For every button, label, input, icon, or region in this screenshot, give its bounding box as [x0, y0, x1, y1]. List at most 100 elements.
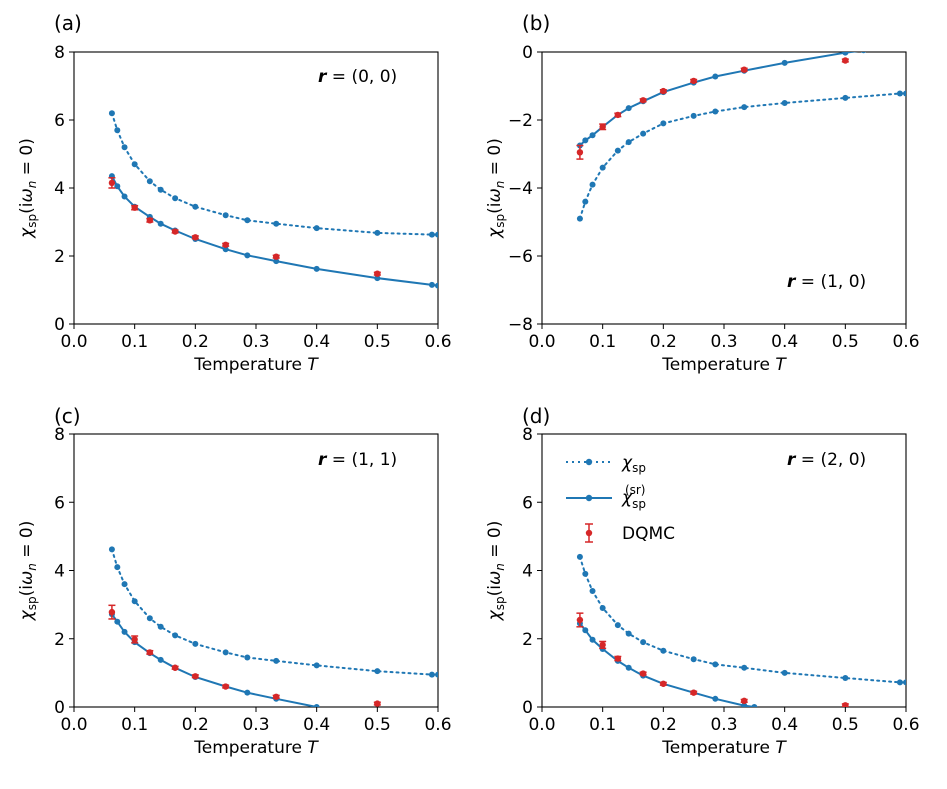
panel-label: (b) — [522, 11, 550, 35]
x-tick-label: 0.4 — [303, 332, 330, 352]
x-tick-label: 0.4 — [771, 715, 798, 735]
chi-sr-point — [313, 704, 320, 707]
chi-sr-point — [435, 282, 438, 289]
chi-sr-point — [374, 275, 381, 282]
chi-sp-point — [374, 229, 381, 236]
y-tick-label: 6 — [54, 111, 65, 131]
chi-sp-point — [582, 198, 589, 205]
plot-area — [108, 110, 438, 289]
x-tick-label: 0.3 — [242, 715, 269, 735]
y-tick-label: −2 — [508, 111, 533, 131]
chi-sr-point — [582, 627, 589, 634]
series-chi-sr-line — [111, 613, 317, 707]
panel-d: (d) r = (2, 0) χsp χsp(sr) DQMC 0.0 0.1 0.… — [485, 404, 920, 758]
axes-frame — [73, 433, 439, 708]
series-chi-sp-line — [578, 92, 906, 220]
chi-sr-point — [781, 59, 788, 66]
x-axis-label: Temperature T — [193, 355, 319, 375]
chi-sp-point — [625, 139, 632, 146]
panel-label: (c) — [54, 404, 81, 428]
x-axis-label: Temperature T — [661, 738, 787, 758]
chi-sp-point — [435, 671, 438, 678]
chi-sp-point — [690, 656, 697, 663]
chi-sr-point — [428, 281, 435, 288]
x-tick-label: 0.0 — [60, 332, 87, 352]
chi-sp-point — [428, 231, 435, 238]
y-tick-label: 4 — [54, 179, 65, 199]
chi-sp-point — [690, 112, 697, 119]
y-tick-label: −4 — [508, 179, 533, 199]
chi-sp-point — [576, 215, 583, 222]
chi-sr-point — [861, 52, 867, 54]
chi-sr-point — [625, 664, 632, 671]
legend-marker-chi-sp — [585, 458, 593, 466]
legend-marker-dqmc — [585, 529, 593, 537]
x-tick-label: 0.6 — [424, 715, 451, 735]
x-tick-label: 0.2 — [182, 715, 209, 735]
chi-sp-point — [222, 649, 229, 656]
chi-sp-point — [660, 647, 667, 654]
chi-sr-point — [244, 252, 251, 259]
x-tick-label: 0.4 — [771, 332, 798, 352]
x-tick-label: 0.0 — [528, 715, 555, 735]
dqmc-point — [639, 670, 647, 677]
chi-sp-point — [146, 615, 153, 622]
r-label: r = (2, 0) — [787, 450, 866, 470]
dqmc-point — [146, 649, 154, 656]
dqmc-point — [108, 177, 116, 189]
plot-area — [576, 553, 906, 707]
dqmc-point — [191, 673, 199, 680]
x-tick-label: 0.1 — [589, 332, 616, 352]
chi-sp-point — [896, 679, 903, 686]
dqmc-point — [614, 655, 622, 662]
legend-label-chi-sr: χsp(sr) — [621, 483, 646, 511]
x-tick-label: 0.5 — [832, 715, 859, 735]
x-tick-label: 0.1 — [121, 715, 148, 735]
chi-sp-point — [435, 231, 438, 238]
chi-sp-point — [896, 90, 903, 97]
x-tick-label: 0.1 — [589, 715, 616, 735]
y-axis-label: χsp(iωn = 0) — [17, 138, 39, 239]
r-label: r = (0, 0) — [318, 67, 397, 87]
dqmc-point — [171, 228, 179, 235]
y-tick-label: 6 — [54, 493, 65, 513]
y-tick-label: −8 — [508, 315, 533, 335]
dqmc-point — [841, 57, 849, 64]
dqmc-point — [222, 241, 230, 248]
chi-sp-point — [108, 546, 115, 553]
chi-sr-point — [222, 246, 229, 253]
x-tick-label: 0.2 — [650, 332, 677, 352]
dqmc-point — [171, 664, 179, 671]
chi-sp-point — [313, 662, 320, 669]
y-tick-label: 2 — [54, 630, 65, 650]
chi-sr-point — [751, 704, 758, 707]
dqmc-point — [740, 697, 748, 705]
r-label: r = (1, 0) — [787, 272, 866, 292]
chi-sp-point — [599, 605, 606, 612]
y-tick-label: 4 — [54, 562, 65, 582]
x-tick-label: 0.6 — [892, 715, 919, 735]
y-tick-label: 8 — [54, 425, 65, 445]
chi-sr-point — [114, 618, 121, 625]
dqmc-point — [639, 97, 647, 104]
panel-c: (c) r = (1, 1) 0.0 0.1 0.2 0.3 0.4 0.5 0.6 0 2 4 6… — [17, 404, 452, 758]
chi-sp-point — [114, 564, 121, 571]
chi-sp-point — [244, 217, 251, 224]
x-tick-label: 0.1 — [121, 332, 148, 352]
chi-sp-point — [131, 598, 138, 605]
y-tick-label: 8 — [522, 425, 533, 445]
chi-sp-point — [273, 220, 280, 227]
y-tick-label: 0 — [522, 43, 533, 63]
chi-sp-point — [589, 587, 596, 594]
chi-sp-point — [640, 130, 647, 137]
chi-sr-point — [582, 137, 589, 144]
chi-sr-point — [114, 183, 121, 190]
legend-marker-chi-sr — [585, 494, 593, 502]
y-axis-label: χsp(iωn = 0) — [485, 521, 507, 622]
x-tick-label: 0.2 — [182, 332, 209, 352]
chi-sr-point — [244, 689, 251, 696]
x-tick-label: 0.5 — [364, 715, 391, 735]
chi-sp-point — [313, 225, 320, 232]
chi-sp-point — [741, 664, 748, 671]
chi-sp-point — [741, 104, 748, 111]
